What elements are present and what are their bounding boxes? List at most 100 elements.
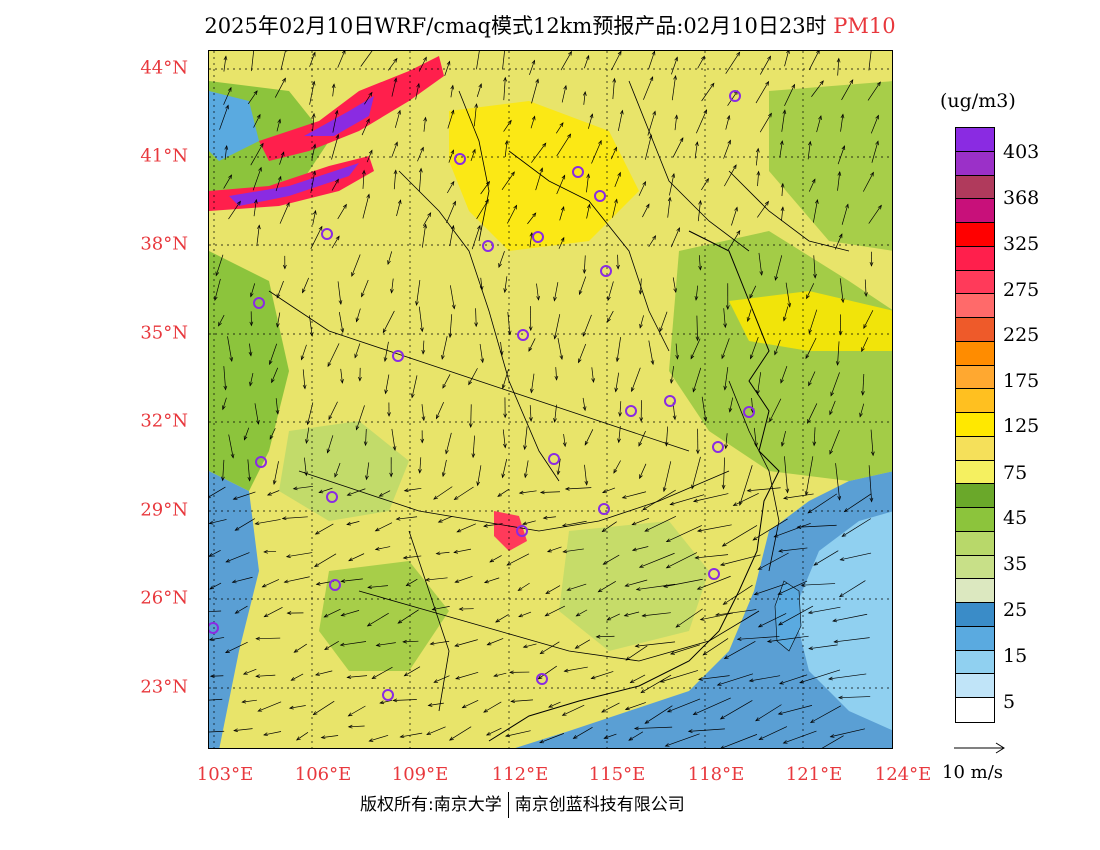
wind-vector <box>697 575 731 590</box>
wind-vector <box>690 338 701 359</box>
wind-vector-head <box>347 712 353 717</box>
wind-vector-head <box>561 174 566 180</box>
city-marker <box>209 622 219 634</box>
wind-vector <box>450 85 454 98</box>
wind-vector-head <box>764 200 769 206</box>
wind-vector-head <box>498 263 502 268</box>
wind-vector-head <box>479 285 484 291</box>
wind-vector <box>751 397 754 413</box>
wind-vector <box>562 520 587 527</box>
wind-vector <box>394 110 401 128</box>
wind-vector <box>591 140 602 164</box>
legend-swatch <box>956 698 994 722</box>
wind-vector <box>670 644 701 655</box>
wind-vector <box>387 251 393 265</box>
wind-vector <box>315 670 333 676</box>
wind-vector <box>586 174 589 193</box>
wind-vector-head <box>312 711 318 716</box>
wind-vector <box>759 726 788 740</box>
wind-vector-head <box>584 480 589 486</box>
wind-vector-head <box>390 288 394 294</box>
wind-vector-head <box>640 689 646 694</box>
legend-label: 175 <box>1003 370 1040 392</box>
wind-vector-head <box>607 317 611 323</box>
wind-vector <box>840 552 872 561</box>
wind-vector <box>805 456 814 496</box>
wind-vector <box>638 181 646 196</box>
wind-vector-head <box>506 561 512 566</box>
wind-vector-head <box>539 167 544 173</box>
wind-vector <box>228 434 234 458</box>
wind-vector <box>781 207 784 221</box>
wind-vector <box>312 113 315 132</box>
wind-vector-head <box>420 327 424 333</box>
wind-vector-head <box>433 679 439 683</box>
wind-vector-head <box>292 486 298 491</box>
wind-vector <box>672 137 684 158</box>
wind-vector-head <box>421 349 426 355</box>
lon-label-121: 121°E <box>785 764 843 785</box>
wind-vector <box>446 201 456 224</box>
wind-vector <box>868 465 872 502</box>
wind-vector-head <box>598 139 602 145</box>
wind-vector <box>366 462 370 480</box>
wind-vector-head <box>721 542 727 547</box>
wind-vector-head <box>334 472 338 478</box>
wind-vector <box>784 51 789 67</box>
wind-vector-head <box>363 441 368 447</box>
wind-vector-head <box>861 391 865 396</box>
wind-vector <box>294 643 307 653</box>
city-marker <box>321 228 333 240</box>
wind-vector-head <box>392 698 398 703</box>
pollution-band-north <box>259 56 444 161</box>
wind-vector <box>403 640 419 643</box>
wind-vector <box>723 457 725 489</box>
wind-vector-head <box>542 515 548 520</box>
wind-vector <box>442 374 451 389</box>
wind-vector-head <box>433 495 438 500</box>
forecast-map[interactable] <box>208 50 893 749</box>
wind-vector-head <box>732 164 737 170</box>
wind-vector <box>484 577 500 583</box>
wind-vector-head <box>799 679 805 684</box>
wind-vector <box>225 552 250 563</box>
wind-vector-head <box>241 699 247 704</box>
wind-vector-head <box>242 671 248 675</box>
wind-vector-head <box>209 553 214 557</box>
wind-vector <box>631 367 641 392</box>
wind-vector <box>754 583 788 595</box>
wind-vector <box>223 366 226 390</box>
wind-vector <box>332 110 338 133</box>
wind-vector-head <box>338 300 343 305</box>
wind-vector <box>614 172 621 188</box>
wind-vector <box>830 372 840 396</box>
wind-vector-head <box>548 704 553 708</box>
city-marker <box>598 503 610 515</box>
wind-vector-head <box>721 484 726 490</box>
wind-vector <box>720 554 761 566</box>
wind-vector-head <box>767 112 772 118</box>
city-marker <box>454 153 466 165</box>
wind-vector <box>480 277 483 290</box>
legend-label: 75 <box>1003 462 1028 484</box>
legend-swatch <box>956 294 994 318</box>
wind-vector-head <box>426 731 431 735</box>
wind-vector-head <box>312 143 317 149</box>
legend-swatch <box>956 270 994 295</box>
wind-vector <box>528 338 536 352</box>
city-marker <box>253 297 265 309</box>
wind-vector-head <box>624 706 630 711</box>
wind-vector-head <box>476 481 481 487</box>
vector-reference-arrow-icon <box>954 742 1005 754</box>
legend-swatch <box>956 579 994 603</box>
wind-vector-head <box>528 326 533 332</box>
legend-swatch <box>956 151 994 176</box>
wind-vector <box>262 579 280 588</box>
wind-vector <box>495 614 509 623</box>
wind-vector-head <box>347 724 353 729</box>
wind-vector-head <box>450 109 455 115</box>
lon-label-115: 115°E <box>588 764 646 785</box>
wind-vector-head <box>736 229 741 235</box>
wind-vector-head <box>589 113 594 119</box>
wind-vector <box>632 546 649 551</box>
